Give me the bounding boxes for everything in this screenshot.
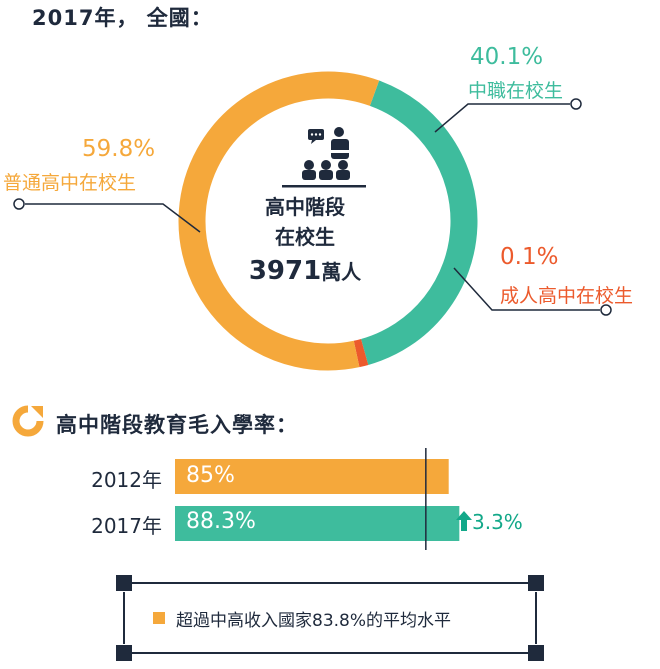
note-frame [116,575,544,661]
bar-2017 [175,506,460,541]
leader-dot-adult [600,304,612,316]
donut-slice-general [178,71,380,371]
center-unit: 萬人 [321,260,362,284]
donut-chart [13,71,612,371]
bar-2012 [175,459,449,494]
center-line1: 高中階段 [265,195,345,219]
section-title-enrollment: 高中階段教育毛入學率： [56,413,298,437]
classroom-icon [282,127,366,188]
donut-slices [178,71,478,371]
donut-icon [12,404,45,437]
change-value: 3.3% [472,510,523,534]
slice-pct-adult: 0.1% [500,244,559,270]
leader-line-vocational [434,103,570,133]
note-text: 超過中高收入國家83.8%的平均水平 [176,611,452,631]
center-total: 3971 [248,256,322,286]
note-bullet [153,612,165,624]
bar-value-2017: 88.3% [186,509,256,534]
leader-lines [13,98,612,316]
leader-line-adult [453,267,600,311]
up-arrow-icon [456,511,472,531]
donut-center-label: 高中階段 在校生 3971萬人 [230,192,380,287]
bar-chart [175,448,460,550]
slice-label-general: 普通高中在校生 [3,172,137,194]
bar-value-2012: 85% [186,463,235,488]
bar-category-2017: 2017年 [91,514,162,538]
slice-pct-general: 59.8% [82,136,156,162]
center-line2: 在校生 [275,225,335,249]
donut-slice-adult [353,338,369,368]
leader-dot-general [13,198,25,210]
center-total-row: 3971萬人 [230,256,380,287]
slice-label-adult: 成人高中在校生 [500,285,634,307]
slice-pct-vocational: 40.1% [470,44,544,70]
leader-dot-vocational [570,98,582,110]
donut-slice-vocational [360,80,478,365]
bar-group [175,459,460,541]
page-heading: 2017年， 全國： [32,6,213,30]
leader-line-general [25,203,201,233]
bar-category-2012: 2012年 [91,468,162,492]
change-indicator: 3.3% [456,510,523,534]
slice-label-vocational: 中職在校生 [468,80,564,102]
